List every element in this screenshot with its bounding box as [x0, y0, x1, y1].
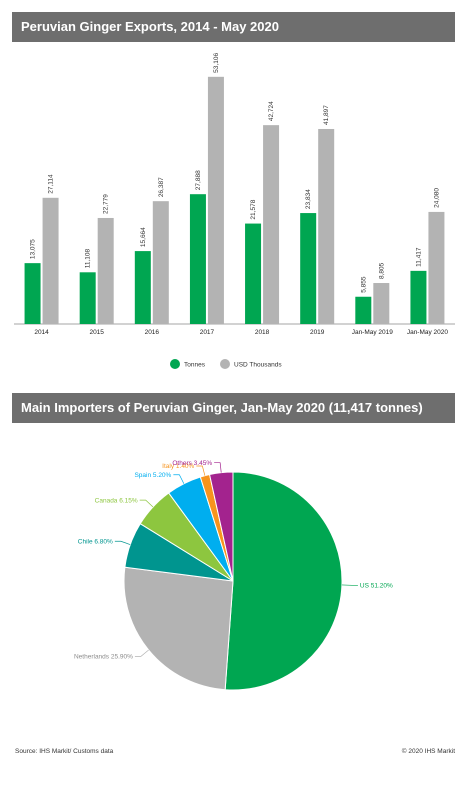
x-tick-label: 2015	[89, 329, 104, 336]
bar-tonnes	[134, 251, 151, 324]
data-label: 24,080	[433, 188, 440, 208]
pie-slice-us	[224, 471, 343, 691]
pie-chart: US 51.20% Netherlands 25.90% Chile 6.80% Ca…	[74, 460, 393, 691]
x-tick-label: 2016	[145, 329, 160, 336]
leader-line	[139, 499, 154, 508]
bar-usd-thousands	[318, 128, 335, 324]
data-label: 23,834	[305, 189, 312, 209]
data-label: 27,114	[48, 174, 55, 194]
leader-line	[173, 474, 185, 484]
data-label: 15,664	[140, 227, 147, 247]
pie-chart-title: Main Importers of Peruvian Ginger, Jan-M…	[12, 393, 455, 423]
bar-tonnes	[79, 272, 96, 324]
x-tick-label: 2017	[200, 329, 215, 336]
slice-label: Canada 6.15%	[95, 497, 138, 504]
leader-line	[114, 540, 131, 545]
bar-usd-thousands	[152, 201, 169, 324]
x-tick-label: 2014	[34, 329, 49, 336]
bar-usd-thousands	[207, 76, 224, 325]
slice-label: Netherlands 25.90%	[74, 654, 133, 661]
bar-usd-thousands	[428, 211, 445, 324]
legend-label: Tonnes	[184, 362, 206, 369]
data-label: 42,724	[268, 101, 275, 121]
data-label: 27,888	[195, 170, 202, 190]
leader-line	[196, 465, 206, 476]
slice-label: Others 3.45%	[172, 460, 212, 467]
data-label: 41,897	[323, 105, 330, 125]
data-label: 26,387	[158, 177, 165, 197]
data-label: 5,855	[360, 276, 367, 293]
x-tick-label: Jan-May 2019	[352, 329, 394, 336]
slice-label: US 51.20%	[360, 582, 393, 589]
data-label: 22,779	[103, 194, 110, 214]
bar-tonnes	[24, 263, 41, 324]
data-label: 53,106	[213, 53, 220, 73]
data-label: 21,578	[250, 199, 257, 219]
bar-usd-thousands	[97, 217, 114, 324]
leader-line	[134, 649, 149, 657]
x-tick-label: 2019	[310, 329, 325, 336]
leader-line	[214, 462, 222, 473]
x-tick-label: Jan-May 2020	[407, 329, 449, 336]
legend-marker	[170, 359, 180, 369]
bar-usd-thousands	[42, 197, 59, 324]
bar-tonnes	[410, 270, 427, 324]
bar-chart-title: Peruvian Ginger Exports, 2014 - May 2020	[12, 12, 455, 42]
source-note: Source: IHS Markit/ Customs data	[15, 748, 114, 755]
data-label: 8,805	[378, 262, 385, 279]
data-label: 13,075	[30, 239, 37, 259]
pie-slice-others	[208, 471, 234, 582]
bar-tonnes	[355, 296, 372, 324]
x-tick-label: 2018	[255, 329, 270, 336]
legend-marker	[220, 359, 230, 369]
bar-usd-thousands	[263, 125, 280, 325]
legend-label: USD Thousands	[234, 362, 282, 369]
slice-label: Italy 1.40%	[162, 463, 194, 470]
bar-tonnes	[300, 213, 317, 324]
bar-tonnes	[245, 223, 262, 324]
copyright-note: © 2020 IHS Markit	[401, 748, 455, 755]
slice-label: Chile 6.80%	[78, 538, 113, 545]
bar-chart: 13,075 27,114 2014 11,108 22,779 2015 15,664 26…	[14, 53, 455, 369]
data-label: 11,417	[415, 247, 422, 267]
slice-label: Spain 5.20%	[134, 472, 171, 479]
bar-tonnes	[189, 194, 206, 324]
bar-usd-thousands	[373, 283, 390, 324]
pie-slice-netherlands	[123, 566, 234, 691]
data-label: 11,108	[85, 249, 92, 269]
